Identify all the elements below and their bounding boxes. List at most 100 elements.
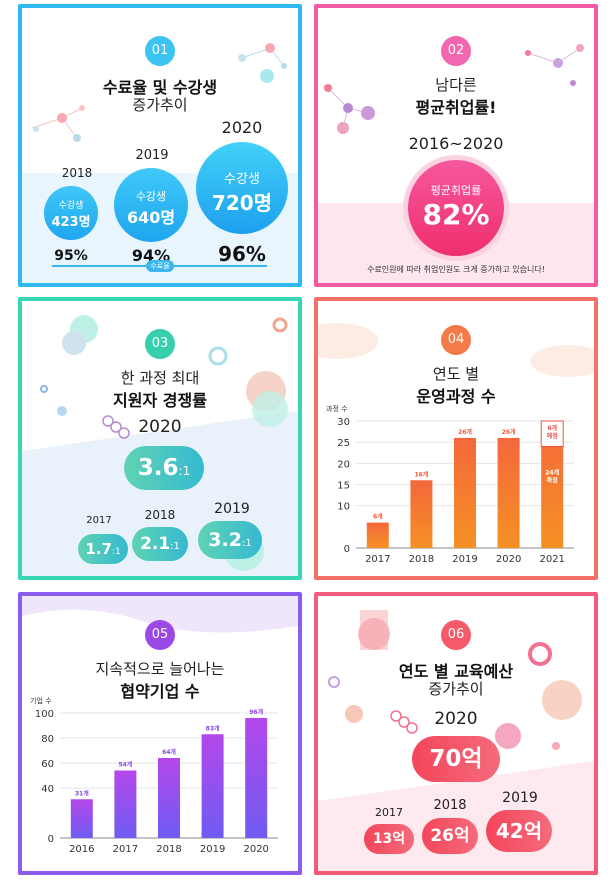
ratio-value: 3.6: [137, 455, 179, 481]
x-tick-label: 2020: [243, 844, 268, 855]
panel4-decoration: [318, 323, 594, 377]
section-title: 지속적으로 늘어나는: [95, 660, 225, 678]
year-label: 2017: [375, 806, 403, 819]
bar-2016: [70, 799, 93, 838]
bar-2018: [158, 758, 180, 838]
year-label: 2020: [434, 709, 478, 729]
y-tick-label: 40: [41, 784, 54, 795]
x-tick-label: 2019: [452, 554, 477, 565]
budget-pill: 42억: [486, 810, 552, 852]
ratio-value: 3.2: [208, 529, 242, 551]
y-tick-label: 10: [337, 502, 350, 513]
section-number: 03: [145, 329, 175, 359]
enrollment-circle: 수강생 640명: [114, 168, 188, 242]
bar-value-label: 96개: [249, 708, 263, 716]
ratio-suffix: :1: [111, 547, 121, 557]
x-tick-label: 2016: [69, 844, 94, 855]
year-label: 2019: [502, 790, 538, 806]
year-label: 2019: [214, 501, 250, 517]
x-tick-label: 2017: [113, 844, 138, 855]
bar-2021: [541, 421, 564, 548]
y-tick-label: 30: [337, 417, 350, 428]
budget-pill: 26억: [422, 818, 478, 854]
bar-2020: [245, 718, 268, 838]
section-title: 수료율 및 수강생: [102, 78, 218, 97]
bar-2018: [410, 480, 433, 548]
year-label: 2020: [221, 118, 263, 137]
section-subtitle: 증가추이: [428, 680, 484, 698]
circle-label: 수강생: [224, 172, 260, 187]
section-subtitle: 협약기업 수: [120, 682, 200, 701]
year-label: 2018: [433, 798, 467, 813]
panel-employment: 02 남다른 평균취업률! 2016~2020 평균취업률 82% 수료인원에 …: [314, 4, 598, 287]
bar-value-label: 16개: [414, 470, 428, 478]
y-tick-label: 0: [48, 834, 54, 845]
x-tick-label: 2018: [409, 554, 434, 565]
ratio-pill-main: 3.6:1: [124, 446, 204, 490]
ratio-value: 2.1: [140, 534, 171, 554]
panel5-decoration: [22, 596, 298, 633]
ratio-pill: 3.2:1: [198, 521, 262, 559]
bar-value-label: 64개: [162, 748, 176, 756]
section-subtitle: 평균취업률!: [415, 98, 497, 117]
courses-bar-chart: 과정 수 0 10 15 20 25 30 2017 6개 2018 16개 2019 26개 2020 2…: [326, 404, 574, 565]
bar-value-label: 54개: [118, 761, 132, 769]
section-title: 연도 별 교육예산: [398, 662, 514, 681]
section-number: 01: [145, 36, 175, 66]
bar-planned-label: 6개: [547, 424, 557, 432]
section-subtitle: 지원자 경쟁률: [113, 391, 207, 410]
bar-2017: [114, 770, 137, 838]
ratio-value: 1.7: [85, 540, 112, 558]
bar-planned-label: 예정: [547, 432, 558, 440]
year-label: 2018: [144, 508, 176, 522]
circle-label: 평균취업률: [430, 184, 482, 197]
bar-value-label: 83개: [206, 724, 220, 732]
bar-2017: [366, 522, 389, 548]
section-subtitle: 증가추이: [132, 96, 188, 114]
y-tick-label: 60: [41, 759, 54, 770]
x-tick-label: 2017: [365, 554, 390, 565]
budget-pill-main: 70억: [412, 736, 500, 782]
y-tick-label: 15: [337, 481, 350, 492]
panel-partners: 05 지속적으로 늘어나는 협약기업 수 기업 수 0 40 60 80 100 2016 3…: [18, 592, 302, 875]
ratio-pill: 2.1:1: [132, 527, 188, 561]
bar-value-label: 31개: [75, 789, 89, 797]
employment-rate-circle: 평균취업률 82%: [408, 160, 504, 256]
y-axis-title: 과정 수: [326, 404, 348, 413]
year-label: 2020: [138, 417, 182, 437]
section-title: 연도 별: [432, 365, 480, 383]
employment-note: 수료인원에 따라 취업인원도 크게 증가하고 있습니다!: [367, 265, 545, 274]
section-title: 남다른: [435, 76, 477, 94]
bar-value-label: 26개: [458, 428, 472, 436]
y-tick-label: 20: [337, 459, 350, 470]
circle-label: 수강생: [135, 190, 167, 203]
x-tick-label: 2019: [200, 844, 225, 855]
bar-value-label: 6개: [373, 513, 383, 521]
circle-count: 640명: [126, 208, 176, 227]
bar-2019: [454, 437, 476, 548]
bar-2020: [497, 437, 520, 548]
year-label: 2019: [135, 148, 169, 163]
bar-value-label: 26개: [502, 428, 516, 436]
budget-pill: 13억: [364, 824, 414, 854]
section-number: 02: [441, 36, 471, 66]
x-tick-label: 2021: [539, 554, 564, 565]
year-label: 2018: [61, 166, 93, 180]
panel-enrollment: 01 수료율 및 수강생 증가추이 2018 수강생 423명 95% 2019…: [18, 4, 302, 287]
x-tick-label: 2018: [156, 844, 181, 855]
bar-planned-segment: [540, 420, 564, 447]
bar-2019: [201, 734, 224, 838]
enrollment-circle: 수강생 423명: [44, 186, 98, 240]
section-number: 04: [441, 325, 471, 355]
partners-bar-chart: 기업 수 0 40 60 80 100 2016 31개 2017 54개 2018 64개 2019 8…: [30, 696, 278, 855]
section-title: 한 과정 최대: [120, 369, 200, 387]
y-tick-label: 80: [41, 734, 54, 745]
ratio-pill: 1.7:1: [78, 534, 128, 564]
circle-count: 423명: [51, 215, 91, 230]
circle-count: 720명: [211, 191, 273, 215]
y-axis-title: 기업 수: [30, 696, 52, 705]
panel-competition: 03 한 과정 최대 지원자 경쟁률 2020 3.6:1 2017 1.7:1…: [18, 297, 302, 580]
panel-budget: 06 연도 별 교육예산 증가추이 2020 70억 2017 13억 2018…: [314, 592, 598, 875]
circle-label: 수강생: [58, 201, 84, 211]
section-number: 05: [145, 620, 175, 650]
